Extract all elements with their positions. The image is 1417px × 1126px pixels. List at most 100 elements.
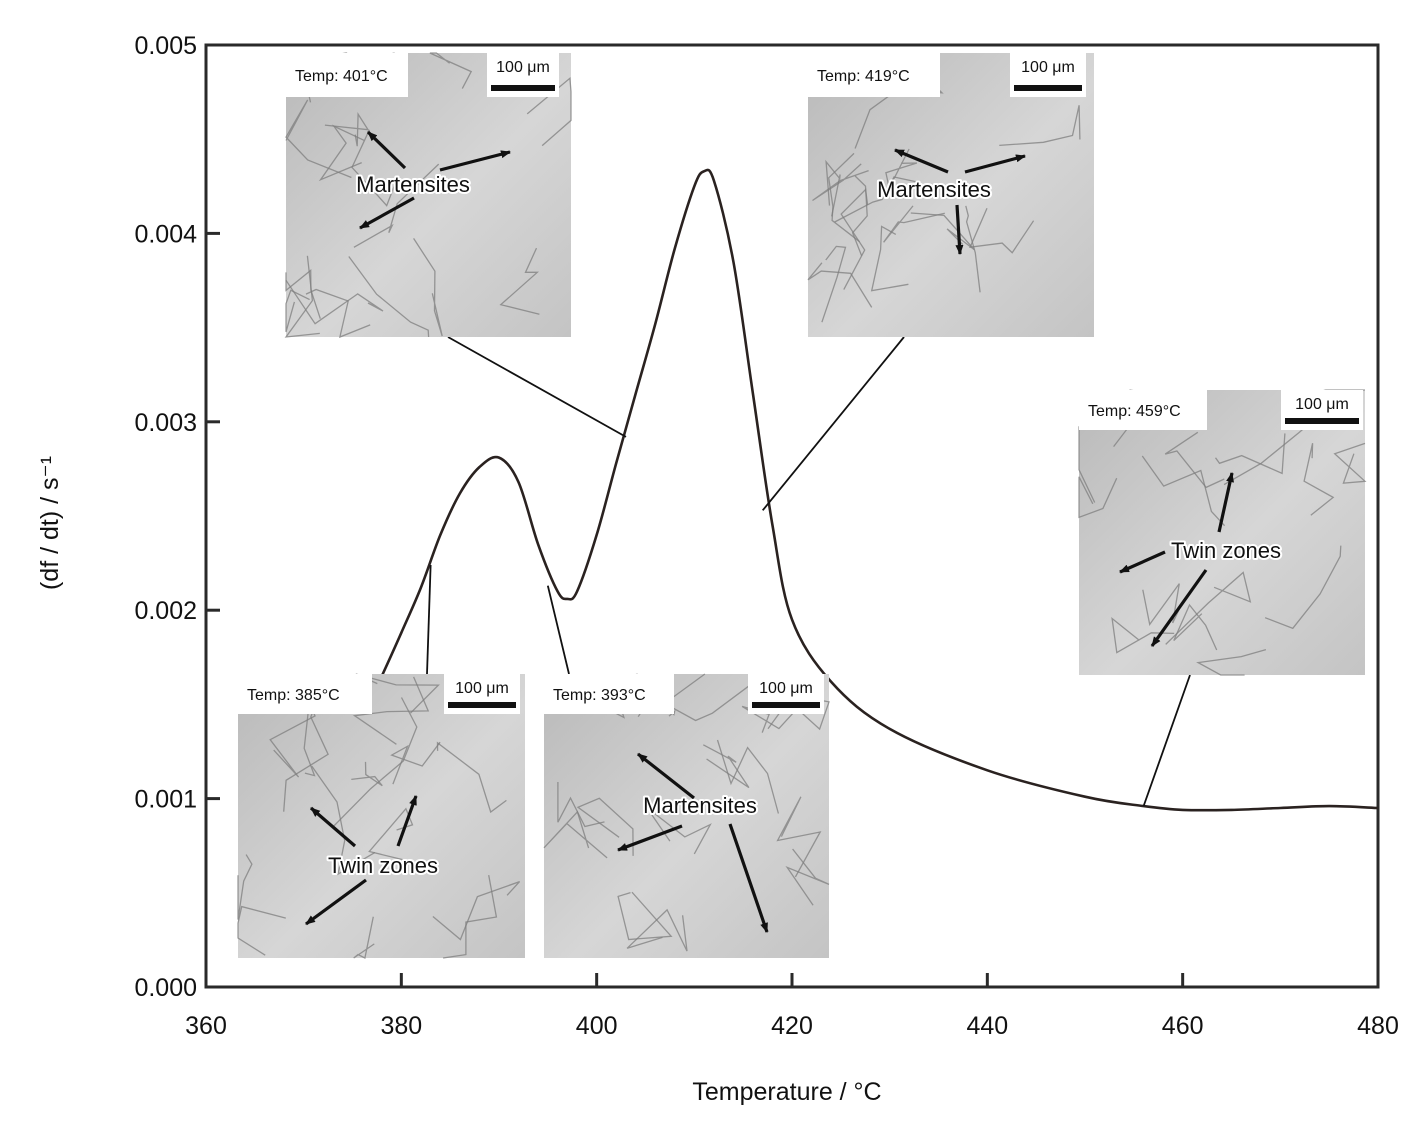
scale-bar xyxy=(1014,85,1082,91)
dsc-rate-curve xyxy=(380,168,1379,812)
annotation-arrow xyxy=(964,154,1026,174)
grain-boundary xyxy=(821,245,847,323)
grain-boundary xyxy=(1111,616,1175,654)
inset-leader-line xyxy=(762,336,905,511)
grain-boundary xyxy=(284,255,320,338)
grain-boundary xyxy=(646,807,712,855)
annotation-arrow xyxy=(305,878,367,926)
grain-boundary xyxy=(716,739,780,814)
axis-ticks-layer: 360 380 400 420 440 460 480 0.000 0.001 0.002 0.00… xyxy=(134,32,1398,1040)
inset-leader-line xyxy=(447,336,627,438)
grain-boundary xyxy=(663,673,751,722)
grain-boundary xyxy=(353,916,375,959)
grain-boundary xyxy=(432,880,521,941)
x-axis-title: Temperature / °C xyxy=(692,1078,881,1106)
grain-boundary xyxy=(1141,455,1226,527)
grain-boundary xyxy=(351,761,383,787)
scale-bar-label: 100 μm xyxy=(1021,59,1075,76)
grain-boundary xyxy=(702,744,750,789)
inset-temp-label: Temp: 401°C xyxy=(295,68,388,85)
inset-temp-tag-bg xyxy=(544,674,674,714)
micrograph-inset: Temp: 459°C 100 μm Twin zones xyxy=(1078,389,1367,676)
micrograph-image xyxy=(286,53,571,337)
insets-layer: Temp: 401°C 100 μm Martensites Temp: 419°C 1… xyxy=(237,52,1367,959)
annotation-label: Martensites xyxy=(643,793,757,818)
x-tick-label: 440 xyxy=(966,1012,1008,1040)
annotation-arrow xyxy=(1150,569,1208,647)
y-tick-label: 0.001 xyxy=(134,786,197,814)
grain-boundary xyxy=(626,908,688,952)
grain-boundary xyxy=(237,854,253,920)
grain-boundary xyxy=(1165,571,1252,645)
grain-boundary xyxy=(617,891,673,941)
grain-boundary xyxy=(285,269,321,319)
x-tick-label: 480 xyxy=(1357,1012,1399,1040)
grain-boundary xyxy=(969,208,1035,254)
annotation-arrow xyxy=(617,824,683,852)
grain-boundary xyxy=(785,848,830,906)
grain-boundary xyxy=(332,697,418,827)
grain-boundary xyxy=(285,99,352,179)
annotation-arrow xyxy=(366,130,407,170)
scale-bar-label: 100 μm xyxy=(455,680,509,697)
annotation-label: Martensites xyxy=(356,172,470,197)
annotation-arrow xyxy=(439,150,511,172)
annotation-label: Twin zones xyxy=(328,853,438,878)
leader-lines-layer xyxy=(426,336,1191,807)
inset-temp-label: Temp: 393°C xyxy=(553,687,646,704)
inset-temp-tag-bg xyxy=(1079,390,1207,430)
micrograph-image xyxy=(544,674,829,958)
inset-temp-tag-bg xyxy=(808,53,940,97)
micrograph-image xyxy=(238,674,525,958)
micrograph-inset: Temp: 393°C 100 μm Martensites xyxy=(543,673,830,958)
scale-bar-label: 100 μm xyxy=(759,680,813,697)
grain-boundary xyxy=(499,247,540,315)
grain-boundary xyxy=(543,810,608,859)
x-tick-label: 420 xyxy=(771,1012,813,1040)
grain-boundary xyxy=(1264,545,1342,630)
grain-boundary xyxy=(1333,442,1367,484)
annotation-arrow xyxy=(1217,472,1234,533)
y-tick-label: 0.002 xyxy=(134,597,197,625)
grain-boundary xyxy=(1173,603,1218,651)
grain-boundary xyxy=(910,212,975,251)
grain-boundary xyxy=(557,782,605,828)
inset-temp-label: Temp: 459°C xyxy=(1088,403,1181,420)
grain-boundary xyxy=(318,124,365,182)
y-axis-title: (df / dt) / s⁻¹ xyxy=(36,456,64,590)
annotation-arrow xyxy=(359,196,415,230)
y-tick-label: 0.004 xyxy=(134,220,197,248)
grain-boundary xyxy=(1303,443,1335,516)
grain-boundary xyxy=(1078,476,1118,519)
y-tick-label: 0.005 xyxy=(134,32,197,60)
annotation-arrow xyxy=(637,752,695,800)
grain-boundary xyxy=(305,288,371,339)
grain-boundary xyxy=(828,152,860,243)
grain-boundary xyxy=(812,163,869,202)
y-tick-label: 0.003 xyxy=(134,409,197,437)
annotation-arrow xyxy=(309,806,357,848)
grain-boundary xyxy=(1142,583,1183,626)
inset-leader-line xyxy=(1142,674,1191,807)
scale-bar-label: 100 μm xyxy=(496,59,550,76)
micrograph-image xyxy=(808,53,1094,337)
grain-boundary xyxy=(311,765,376,876)
annotation-arrow xyxy=(955,204,964,255)
micrograph-inset: Temp: 401°C 100 μm Martensites xyxy=(284,52,572,339)
grain-boundary xyxy=(353,163,440,248)
annotation-arrow xyxy=(396,795,418,847)
grain-boundary xyxy=(999,105,1081,147)
grain-boundary xyxy=(429,52,473,89)
x-tick-label: 360 xyxy=(185,1012,227,1040)
grain-boundary xyxy=(834,176,921,223)
annotation-label: Twin zones xyxy=(1171,538,1281,563)
scale-bar xyxy=(491,85,555,91)
y-tick-label: 0.000 xyxy=(134,974,197,1002)
annotation-arrow xyxy=(894,148,949,174)
grain-boundary xyxy=(825,159,841,217)
grain-boundary xyxy=(965,205,981,293)
grain-boundary xyxy=(285,279,384,325)
grain-boundary xyxy=(285,289,310,333)
inset-temp-tag-bg xyxy=(238,674,372,714)
